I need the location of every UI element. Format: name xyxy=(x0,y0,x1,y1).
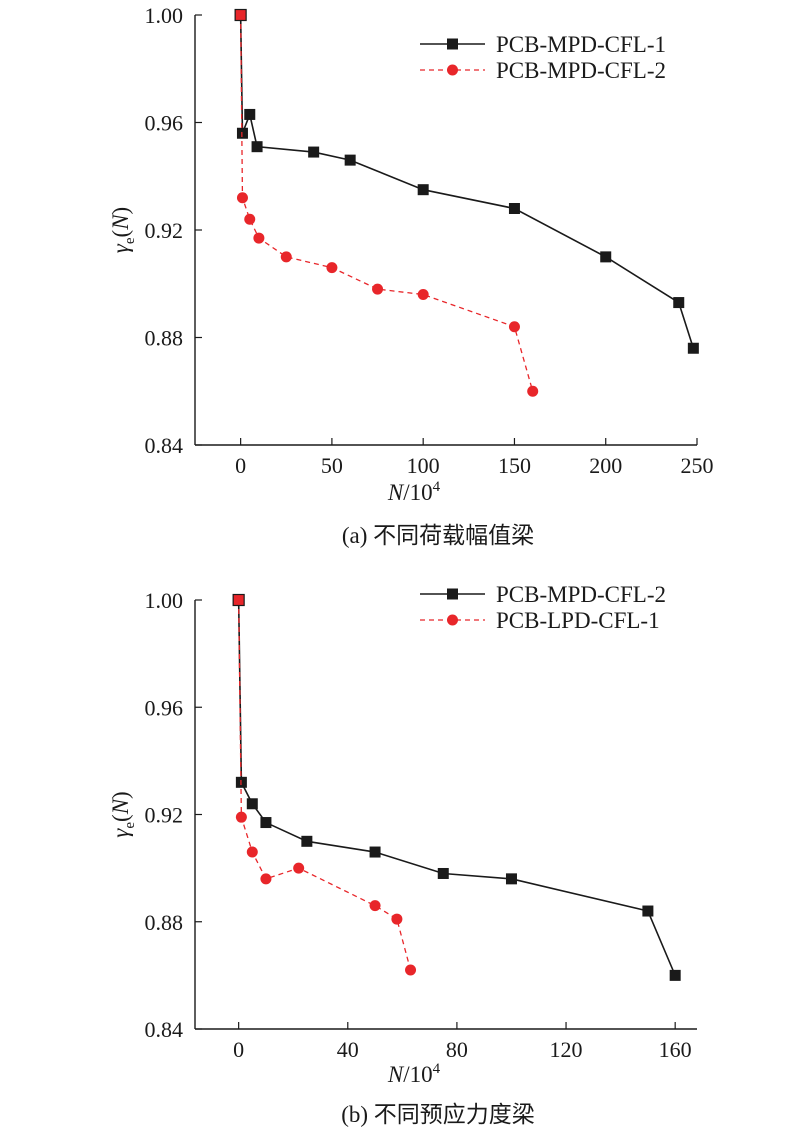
series-pcb-mpd-cfl-2 xyxy=(233,594,681,981)
data-point-square xyxy=(251,141,263,153)
x-tick-label: 250 xyxy=(681,453,714,478)
data-point-square xyxy=(301,835,313,847)
x-tick-label: 160 xyxy=(659,1037,692,1062)
x-axis-title-var: N xyxy=(387,1062,405,1087)
x-tick-label: 0 xyxy=(235,453,246,478)
data-point-square xyxy=(369,846,381,858)
data-point-square xyxy=(437,867,449,879)
data-point-square xyxy=(308,146,320,158)
y-tick-label: 0.88 xyxy=(145,910,184,935)
y-axis-title-sub: e xyxy=(122,237,138,244)
data-point-square xyxy=(600,251,612,263)
x-tick-label: 40 xyxy=(337,1037,359,1062)
x-tick-label: 150 xyxy=(498,453,531,478)
data-point-circle xyxy=(236,192,248,204)
data-point-circle xyxy=(260,873,272,885)
series-line xyxy=(239,14,534,392)
y-axis-title-suffix-close: ) xyxy=(108,791,133,799)
x-tick-label: 80 xyxy=(446,1037,468,1062)
y-axis-title-sub: e xyxy=(122,822,138,829)
series-line xyxy=(237,599,676,976)
data-point-circle xyxy=(372,283,384,295)
data-point-square xyxy=(642,905,654,917)
data-point-square xyxy=(505,873,517,885)
y-axis-title-suffix: ( xyxy=(108,230,133,238)
y-tick-label: 0.84 xyxy=(145,1017,184,1042)
figure-caption: (a) 不同荷载幅值梁 xyxy=(342,523,534,548)
y-axis-title-var: γ xyxy=(108,828,133,838)
series-pcb-lpd-cfl-1 xyxy=(233,594,417,976)
data-point-circle xyxy=(235,811,247,823)
x-axis-title: N/104 xyxy=(387,479,441,505)
data-point-square xyxy=(673,297,685,309)
figure-caption: (b) 不同预应力度梁 xyxy=(341,1102,535,1127)
legend-marker-circle xyxy=(447,64,458,76)
data-point-square xyxy=(508,203,520,214)
data-point-circle xyxy=(244,213,256,225)
data-point-circle xyxy=(293,862,305,874)
y-tick-label: 1.00 xyxy=(145,3,184,28)
y-axis-title-suffix: ( xyxy=(108,814,133,822)
data-point-circle xyxy=(280,251,292,263)
chart-panel-a: 0 50 100 150 200 250 0.84 0.88 0.92 0.96 1.00 N/104… xyxy=(108,3,714,548)
data-point-square xyxy=(244,108,256,120)
legend-marker-circle xyxy=(447,614,458,626)
x-tick-label: 0 xyxy=(233,1037,244,1062)
data-point-circle xyxy=(391,913,403,925)
data-point-circle xyxy=(369,900,381,912)
y-tick-label: 0.84 xyxy=(145,433,184,458)
series-pcb-mpd-cfl-2 xyxy=(235,9,539,397)
legend-label: PCB-LPD-CFL-1 xyxy=(496,608,660,633)
x-tick-label: 100 xyxy=(407,453,440,478)
legend-label: PCB-MPD-CFL-2 xyxy=(496,58,666,83)
x-tick-label: 50 xyxy=(321,453,343,478)
x-axis-title-sup: 4 xyxy=(433,479,441,495)
y-tick-label: 0.92 xyxy=(145,803,184,828)
y-axis-title-var: γ xyxy=(108,243,133,253)
data-point-circle xyxy=(417,289,429,300)
y-axis-title-suffix-var: N xyxy=(108,797,133,815)
overlap-point-marker xyxy=(232,593,245,607)
data-point-circle xyxy=(508,321,520,333)
legend-marker-square xyxy=(447,38,458,50)
data-point-square xyxy=(417,184,429,196)
legend-label: PCB-MPD-CFL-2 xyxy=(496,582,666,607)
data-point-square xyxy=(246,798,258,810)
data-point-square xyxy=(669,969,681,981)
y-axis-title: γe(N) xyxy=(108,207,138,253)
x-axis-title-sup: 4 xyxy=(433,1061,441,1077)
legend-marker-square xyxy=(447,588,458,600)
x-tick-label: 120 xyxy=(550,1037,583,1062)
y-axis-title: γe(N) xyxy=(108,791,138,837)
data-point-square xyxy=(260,817,272,829)
y-axis-title-suffix-close: ) xyxy=(108,207,133,215)
x-axis-title-var: N xyxy=(387,480,405,505)
x-axis-title: N/104 xyxy=(387,1061,441,1087)
data-point-square xyxy=(687,342,699,354)
data-point-circle xyxy=(326,262,338,274)
x-axis-title-rest: /10 xyxy=(403,1062,432,1087)
y-tick-label: 0.96 xyxy=(145,111,184,136)
y-tick-label: 1.00 xyxy=(145,588,184,613)
legend-label: PCB-MPD-CFL-1 xyxy=(496,32,666,57)
chart-panel-b: 0 40 80 120 1600.840.880.920.961.00N/104γe(N… xyxy=(108,582,697,1127)
data-point-circle xyxy=(405,964,417,976)
y-axis-title-suffix-var: N xyxy=(108,213,133,231)
x-axis-title-rest: /10 xyxy=(403,480,432,505)
series-line xyxy=(238,599,412,971)
data-point-square xyxy=(344,154,356,166)
data-point-circle xyxy=(246,846,258,858)
data-point-circle xyxy=(253,232,265,244)
overlap-point-marker xyxy=(234,8,247,22)
y-tick-label: 0.96 xyxy=(145,695,184,720)
x-tick-label: 200 xyxy=(589,453,622,478)
data-point-circle xyxy=(527,385,539,397)
y-tick-label: 0.88 xyxy=(145,326,184,351)
y-tick-label: 0.92 xyxy=(145,218,184,243)
